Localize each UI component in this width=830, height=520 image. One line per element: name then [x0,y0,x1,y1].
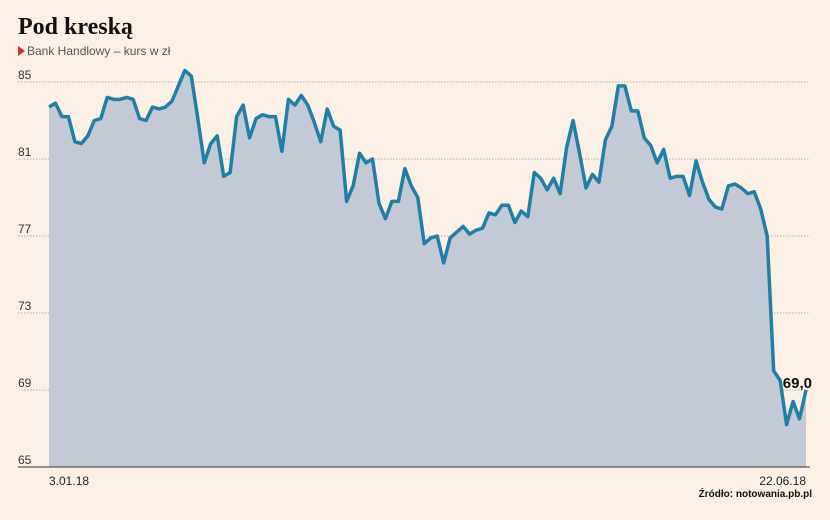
chart-title: Pod kreską [18,14,133,40]
x-start-label: 3.01.18 [49,474,89,488]
area-fill [49,70,806,467]
y-tick-label: 73 [18,299,32,313]
y-tick-label: 65 [18,453,32,467]
y-tick-label: 77 [18,222,32,236]
y-tick-label: 81 [18,145,32,159]
triangle-marker-icon [18,46,25,56]
chart-subtitle: Bank Handlowy – kurs w zł [18,44,170,58]
subtitle-text: Bank Handlowy – kurs w zł [27,44,171,58]
last-value-label: 69,0 [783,375,812,392]
y-tick-labels: 65 69 73 77 81 85 [18,68,32,467]
x-end-label: 22.06.18 [759,474,806,488]
y-tick-label: 69 [18,376,32,390]
price-line [48,68,808,427]
source-note: Źródło: notowania.pb.pl [698,489,812,500]
y-tick-label: 85 [18,68,32,82]
